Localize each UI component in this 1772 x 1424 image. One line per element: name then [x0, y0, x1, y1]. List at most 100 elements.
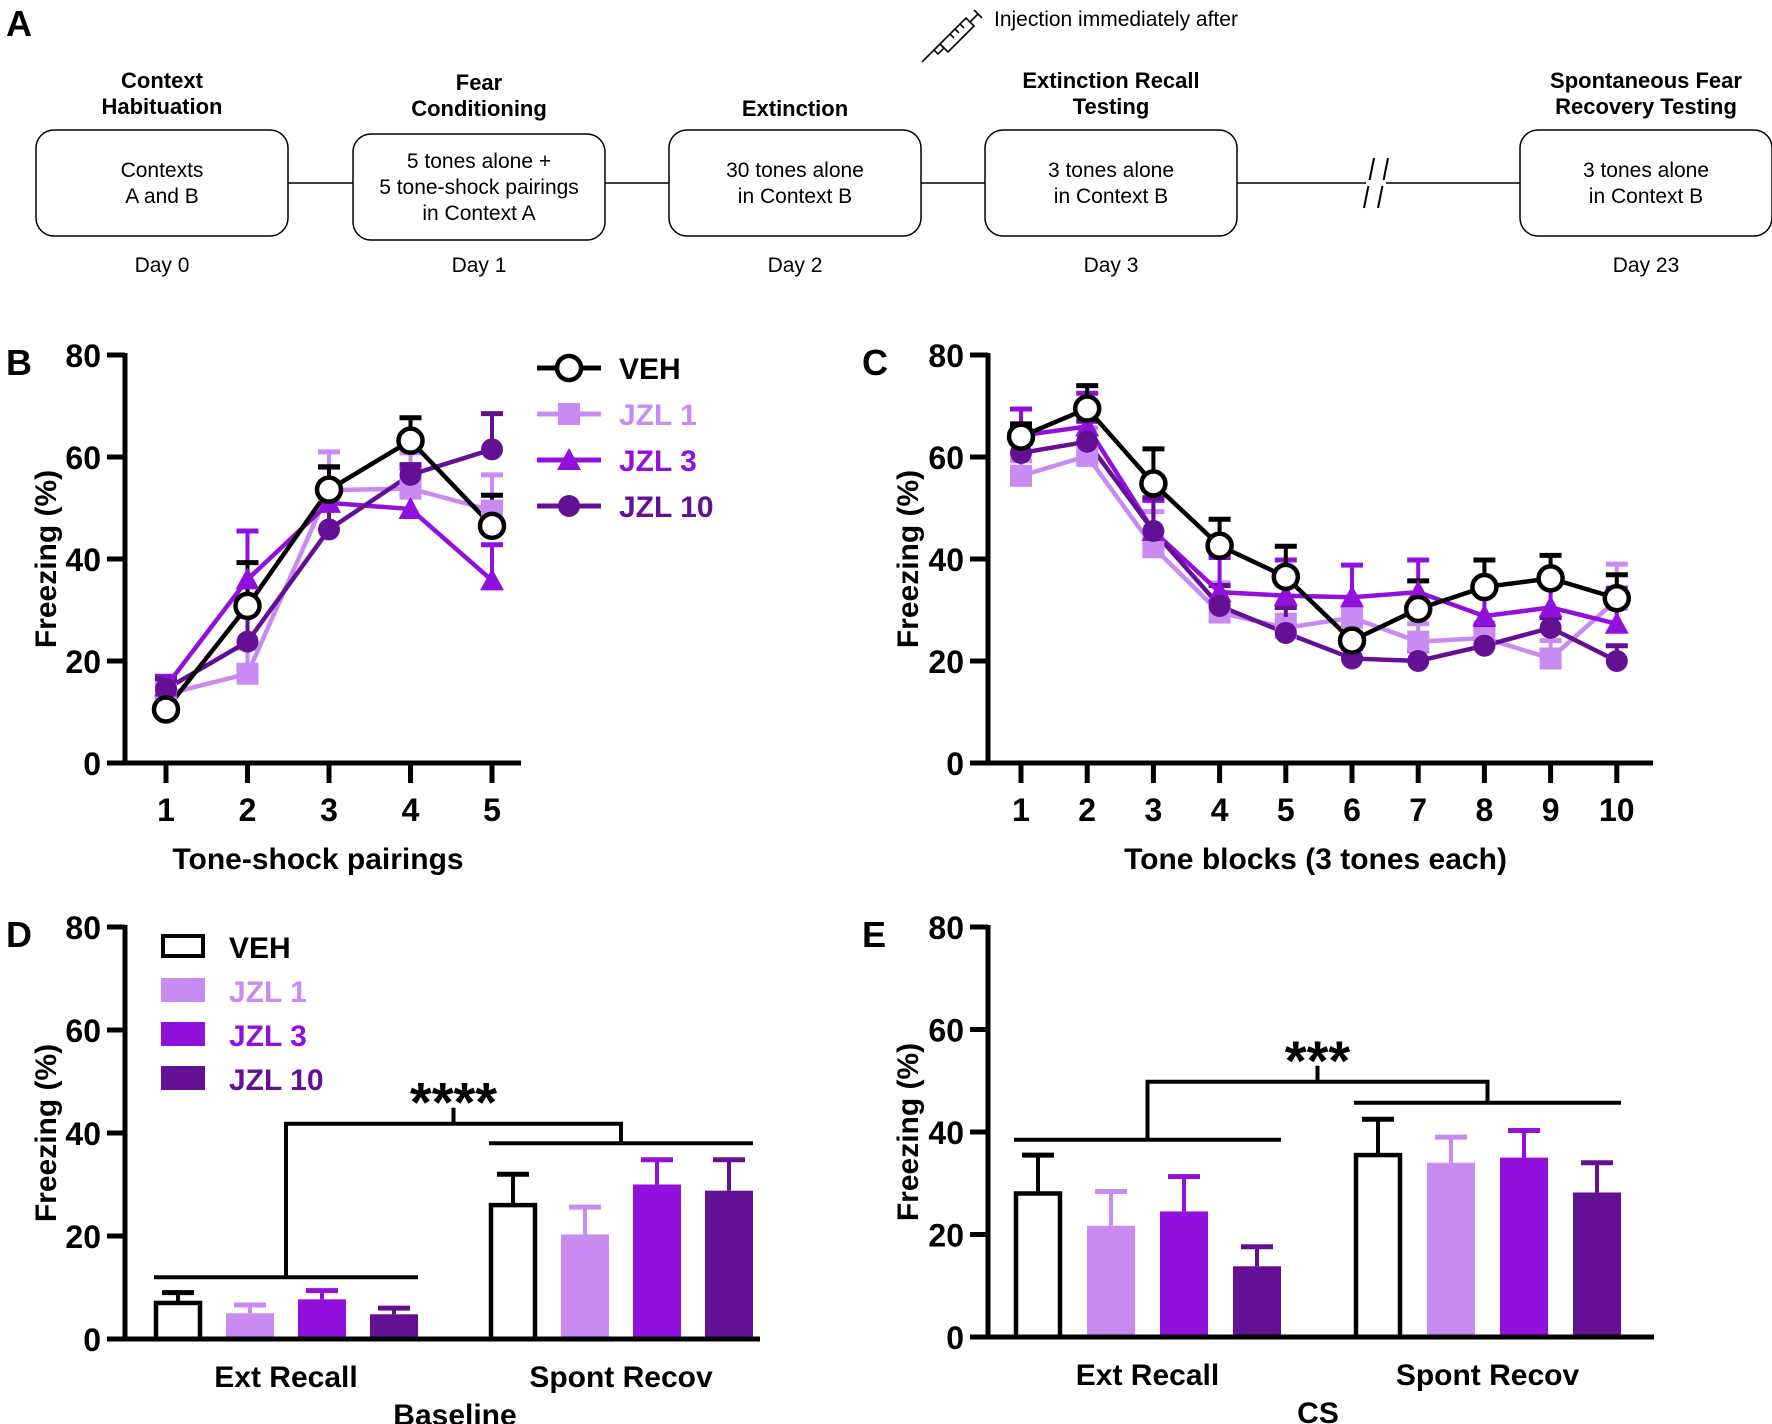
- panel-b-point-jzl10: [399, 463, 422, 486]
- panel-d-y-tick-label: 60: [65, 1013, 101, 1049]
- panel-c-series-line-jzl10: [1020, 439, 1618, 664]
- step-body: in Context B: [1054, 185, 1168, 208]
- panel-c-point-veh: [1205, 531, 1234, 560]
- step-title: Extinction: [742, 96, 848, 121]
- panel-e-category-label: Ext Recall: [1076, 1359, 1219, 1392]
- panel-c-x-tick-label: 1: [1012, 792, 1030, 828]
- step-body: 3 tones alone: [1048, 159, 1174, 182]
- panel-e-y-label: Freezing (%): [892, 1043, 925, 1221]
- panel-d-y-tick-label: 80: [65, 910, 101, 946]
- panel-c-point-veh: [1139, 469, 1168, 498]
- panel-d-bar-veh: [488, 1202, 538, 1342]
- panel-b-y-tick-label: 80: [65, 338, 101, 374]
- panel-d-legend-label: VEH: [229, 932, 291, 965]
- panel-c-label: C: [862, 342, 888, 383]
- panel-e-significance: ***: [1285, 1029, 1351, 1092]
- panel-b-x-label: Tone-shock pairings: [172, 843, 463, 876]
- step-box: [35, 129, 289, 237]
- panel-c-chart: C 0 20 40 60 80 1 2 3 4 5 6 7 8 9 10 Tone blocks (3 tone…: [862, 338, 1653, 876]
- panel-e-group-title: CS: [1297, 1397, 1339, 1424]
- panel-d-chart: D 0 20 40 60 80 Freezing (%) Ext Recall Spont Re…: [6, 910, 760, 1424]
- panel-d-legend-label: JZL 1: [229, 976, 307, 1009]
- panel-d-bar-jzl1: [561, 1234, 609, 1339]
- panel-d-bar-jzl3: [298, 1299, 346, 1339]
- panel-c-point-jzl10: [1539, 616, 1562, 639]
- injection-note: Injection immediately after: [994, 8, 1238, 31]
- panel-b-x-tick-label: 2: [239, 792, 257, 828]
- panel-c-point-jzl10: [1605, 650, 1628, 672]
- panel-c-x-tick-label: 10: [1599, 792, 1635, 828]
- panel-b-y-tick-label: 20: [65, 644, 101, 680]
- panel-e-category-label: Spont Recov: [1396, 1359, 1580, 1392]
- panel-e-label: E: [862, 914, 886, 955]
- panel-c-y-tick-label: 0: [946, 746, 964, 782]
- panel-c-point-jzl3: [1604, 611, 1629, 634]
- panel-c-x-tick-label: 3: [1145, 792, 1163, 828]
- panel-b-x-tick-label: 4: [402, 792, 420, 828]
- panel-c-x-tick-label: 7: [1409, 792, 1427, 828]
- step-title: Extinction Recall: [1022, 68, 1199, 93]
- panel-b-legend-label: JZL 10: [619, 491, 714, 524]
- step-day: Day 0: [135, 254, 190, 277]
- panel-d-legend-swatch: [161, 1022, 205, 1046]
- panel-e-bar-jzl10: [1233, 1266, 1281, 1337]
- panel-c-x-tick-label: 5: [1277, 792, 1295, 828]
- panel-b-x-tick-label: 1: [157, 792, 175, 828]
- panel-c-y-tick-label: 80: [928, 338, 964, 374]
- panel-c-point-veh: [1072, 394, 1102, 423]
- panel-c-point-veh: [1470, 572, 1499, 602]
- panel-c-x-tick-label: 8: [1476, 792, 1494, 828]
- panel-e-y-tick-label: 20: [928, 1218, 964, 1254]
- step-title: Context: [121, 68, 204, 93]
- panel-b-y-tick-label: 40: [65, 542, 101, 578]
- panel-a-timeline: A Injection immediately after ContextHab…: [6, 3, 1772, 277]
- step-day: Day 2: [768, 254, 823, 277]
- panel-b-y-tick-label: 0: [83, 746, 101, 782]
- panel-c-series-line-veh: [1020, 405, 1618, 644]
- panel-e-bar-veh: [1353, 1152, 1403, 1340]
- panel-c-point-jzl1: [1010, 464, 1032, 487]
- panel-d-legend-label: JZL 3: [229, 1020, 307, 1053]
- panel-d-bar-jzl10: [370, 1314, 418, 1339]
- panel-b-point-veh: [314, 475, 344, 504]
- panel-c-point-jzl3: [1340, 585, 1364, 608]
- break-gap: [1366, 180, 1386, 186]
- panel-d-label: D: [6, 914, 32, 955]
- panel-c-point-jzl3: [1472, 604, 1497, 627]
- panel-c-point-jzl1: [1341, 606, 1363, 629]
- step-body: 5 tone-shock pairings: [379, 176, 579, 199]
- panel-c-point-veh: [1403, 594, 1433, 624]
- panel-e-bar-jzl1: [1087, 1225, 1135, 1337]
- panel-d-y-tick-label: 0: [83, 1322, 101, 1358]
- panel-c-point-jzl1: [1142, 536, 1165, 559]
- panel-c-point-veh: [1337, 626, 1367, 655]
- step-box: [668, 129, 922, 237]
- panel-e-bar-veh: [1013, 1191, 1063, 1340]
- step-body: Contexts: [121, 159, 204, 182]
- panel-c-y-label: Freezing (%): [892, 470, 925, 648]
- panel-c-point-veh: [1006, 422, 1036, 451]
- panel-e-bar-jzl3: [1160, 1211, 1208, 1337]
- panel-d-bar-jzl3: [633, 1184, 681, 1339]
- panel-b-x-tick-label: 5: [483, 792, 501, 828]
- panel-b-legend-marker: [554, 353, 584, 383]
- panel-c-series-line-jzl3: [1020, 423, 1618, 626]
- panel-d-y-label: Freezing (%): [30, 1044, 63, 1222]
- panel-d-y-tick-label: 40: [65, 1116, 101, 1152]
- panel-b-point-jzl10: [318, 518, 340, 541]
- step-box: [1519, 129, 1772, 237]
- panel-b-point-jzl10: [481, 438, 503, 461]
- step-box: [352, 133, 606, 241]
- panel-d-category-label: Spont Recov: [529, 1361, 713, 1394]
- panel-b-point-jzl3: [480, 568, 504, 591]
- step-day: Day 3: [1084, 254, 1139, 277]
- panel-c-x-tick-label: 2: [1078, 792, 1096, 828]
- panel-d-legend-swatch: [161, 1066, 205, 1090]
- panel-d-legend-label: JZL 10: [229, 1064, 324, 1097]
- panel-e-bar-jzl3: [1500, 1157, 1548, 1337]
- panel-e-bar-jzl1: [1427, 1162, 1475, 1337]
- panel-d-legend-swatch: [161, 978, 205, 1002]
- panel-c-x-label: Tone blocks (3 tones each): [1124, 843, 1507, 876]
- step-body: in Context B: [1589, 185, 1703, 208]
